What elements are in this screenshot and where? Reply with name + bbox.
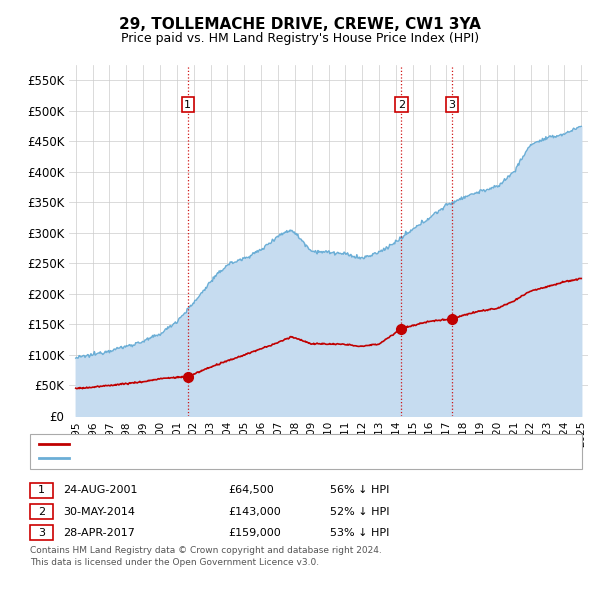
- Text: 3: 3: [449, 100, 455, 110]
- Text: £143,000: £143,000: [228, 507, 281, 516]
- Text: Contains HM Land Registry data © Crown copyright and database right 2024.: Contains HM Land Registry data © Crown c…: [30, 546, 382, 555]
- Text: 24-AUG-2001: 24-AUG-2001: [63, 486, 137, 495]
- Text: 2: 2: [38, 507, 45, 516]
- Text: 30-MAY-2014: 30-MAY-2014: [63, 507, 135, 516]
- Text: Price paid vs. HM Land Registry's House Price Index (HPI): Price paid vs. HM Land Registry's House …: [121, 32, 479, 45]
- Text: This data is licensed under the Open Government Licence v3.0.: This data is licensed under the Open Gov…: [30, 558, 319, 567]
- Text: 53% ↓ HPI: 53% ↓ HPI: [330, 528, 389, 537]
- Text: 1: 1: [38, 486, 45, 495]
- Text: 29, TOLLEMACHE DRIVE, CREWE, CW1 3YA: 29, TOLLEMACHE DRIVE, CREWE, CW1 3YA: [119, 17, 481, 31]
- Text: 52% ↓ HPI: 52% ↓ HPI: [330, 507, 389, 516]
- Text: 29, TOLLEMACHE DRIVE, CREWE, CW1 3YA (detached house): 29, TOLLEMACHE DRIVE, CREWE, CW1 3YA (de…: [75, 440, 392, 449]
- Text: 1: 1: [184, 100, 191, 110]
- Text: £159,000: £159,000: [228, 528, 281, 537]
- Text: 2: 2: [398, 100, 405, 110]
- Text: 3: 3: [38, 528, 45, 537]
- Text: £64,500: £64,500: [228, 486, 274, 495]
- Text: 28-APR-2017: 28-APR-2017: [63, 528, 135, 537]
- Text: HPI: Average price, detached house, Cheshire East: HPI: Average price, detached house, Ches…: [75, 454, 340, 463]
- Text: 56% ↓ HPI: 56% ↓ HPI: [330, 486, 389, 495]
